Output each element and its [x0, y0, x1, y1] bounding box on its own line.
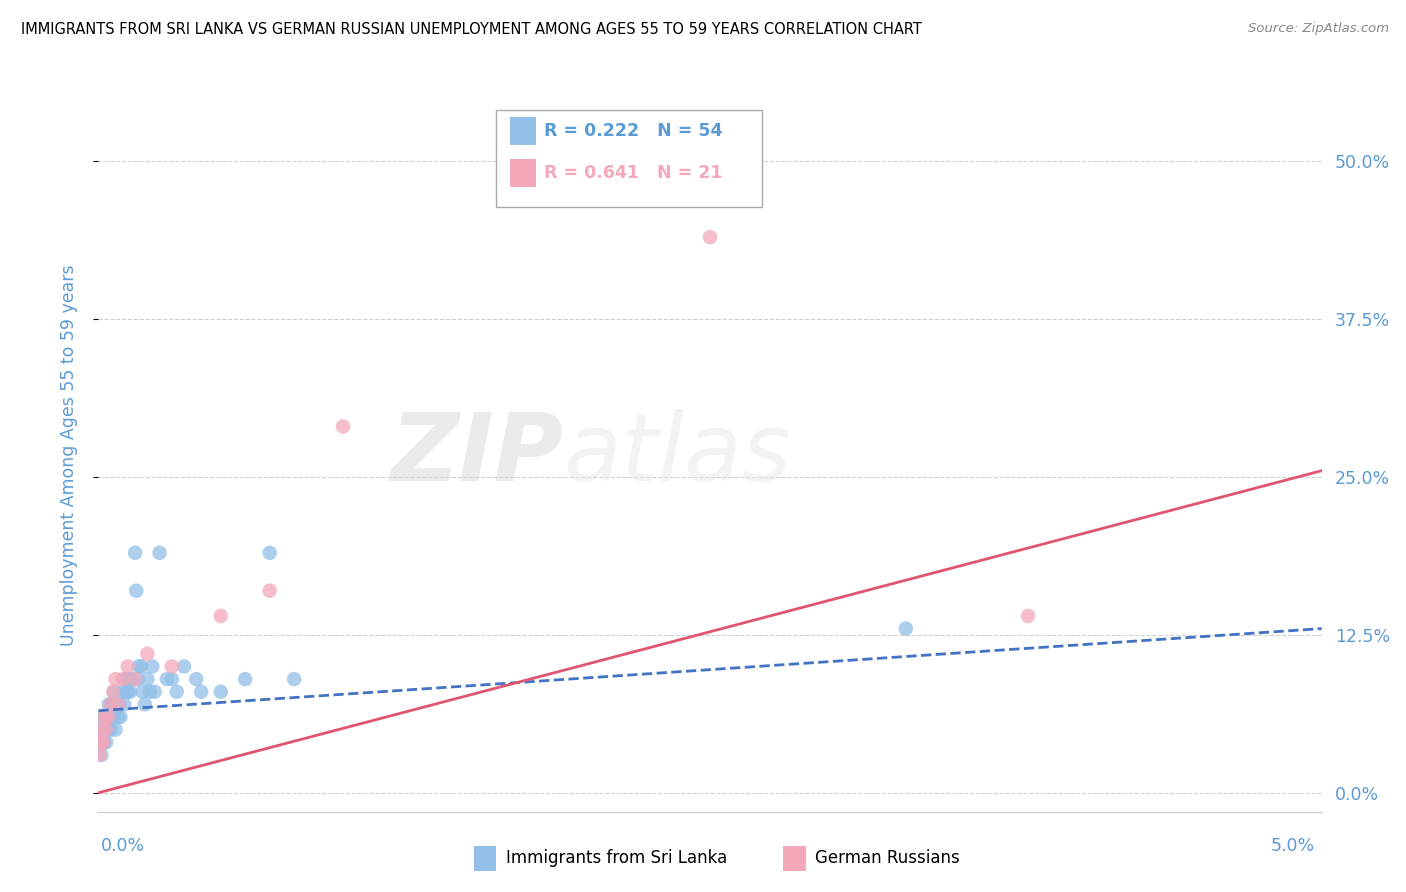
- Point: [120, 684, 142, 698]
- Point: [98, 710, 121, 724]
- Point: [259, 546, 281, 560]
- Point: [120, 672, 142, 686]
- Point: [143, 684, 166, 698]
- Point: [110, 710, 132, 724]
- Point: [90, 723, 112, 737]
- Point: [115, 684, 138, 698]
- Point: [90, 747, 112, 762]
- Point: [91, 710, 114, 724]
- Text: Immigrants from Sri Lanka: Immigrants from Sri Lanka: [506, 849, 727, 867]
- Text: IMMIGRANTS FROM SRI LANKA VS GERMAN RUSSIAN UNEMPLOYMENT AMONG AGES 55 TO 59 YEA: IMMIGRANTS FROM SRI LANKA VS GERMAN RUSS…: [21, 22, 922, 37]
- Text: □: □: [475, 848, 495, 868]
- Point: [125, 583, 148, 598]
- Point: [93, 735, 115, 749]
- Y-axis label: Unemployment Among Ages 55 to 59 years: Unemployment Among Ages 55 to 59 years: [59, 264, 77, 646]
- Point: [209, 684, 232, 698]
- Point: [104, 723, 127, 737]
- Point: [129, 659, 152, 673]
- Point: [173, 659, 195, 673]
- Point: [124, 672, 146, 686]
- Point: [93, 710, 115, 724]
- Point: [90, 735, 112, 749]
- Point: [124, 546, 146, 560]
- Point: [149, 546, 172, 560]
- Point: [233, 672, 256, 686]
- Point: [91, 735, 114, 749]
- Text: Source: ZipAtlas.com: Source: ZipAtlas.com: [1249, 22, 1389, 36]
- Point: [96, 710, 118, 724]
- Point: [141, 659, 163, 673]
- Point: [91, 723, 114, 737]
- Point: [136, 672, 159, 686]
- Point: [89, 735, 111, 749]
- Text: R = 0.641   N = 21: R = 0.641 N = 21: [544, 164, 723, 182]
- Point: [131, 684, 153, 698]
- Point: [190, 684, 212, 698]
- Point: [166, 684, 188, 698]
- Point: [94, 723, 117, 737]
- Point: [97, 698, 120, 712]
- Point: [107, 710, 129, 724]
- Point: [94, 723, 117, 737]
- Point: [118, 672, 141, 686]
- Point: [259, 583, 281, 598]
- Point: [101, 684, 124, 698]
- Point: [117, 684, 139, 698]
- Point: [97, 723, 120, 737]
- Point: [101, 710, 124, 724]
- Point: [107, 698, 129, 712]
- Point: [160, 659, 183, 673]
- Point: [894, 622, 917, 636]
- Text: atlas: atlas: [564, 409, 792, 500]
- Point: [128, 659, 150, 673]
- Point: [91, 735, 114, 749]
- Point: [136, 647, 159, 661]
- Point: [117, 659, 139, 673]
- Point: [156, 672, 179, 686]
- Point: [114, 672, 136, 686]
- Point: [139, 684, 162, 698]
- Point: [104, 672, 127, 686]
- Point: [127, 672, 149, 686]
- Text: German Russians: German Russians: [815, 849, 960, 867]
- Point: [160, 672, 183, 686]
- Point: [209, 609, 232, 624]
- Text: 5.0%: 5.0%: [1271, 837, 1315, 855]
- Point: [111, 672, 134, 686]
- Point: [108, 698, 131, 712]
- Point: [96, 735, 118, 749]
- Point: [699, 230, 721, 244]
- Point: [186, 672, 208, 686]
- Point: [89, 747, 111, 762]
- Point: [332, 419, 354, 434]
- Point: [1017, 609, 1039, 624]
- Point: [91, 723, 114, 737]
- Point: [112, 698, 135, 712]
- Point: [111, 684, 134, 698]
- Point: [101, 698, 124, 712]
- Point: [93, 710, 115, 724]
- Point: [100, 723, 122, 737]
- Point: [105, 698, 128, 712]
- Text: R = 0.222   N = 54: R = 0.222 N = 54: [544, 122, 723, 140]
- Point: [103, 684, 125, 698]
- Point: [97, 710, 120, 724]
- Point: [134, 698, 156, 712]
- Point: [283, 672, 305, 686]
- Text: ZIP: ZIP: [391, 409, 564, 501]
- Text: 0.0%: 0.0%: [101, 837, 145, 855]
- Point: [100, 698, 122, 712]
